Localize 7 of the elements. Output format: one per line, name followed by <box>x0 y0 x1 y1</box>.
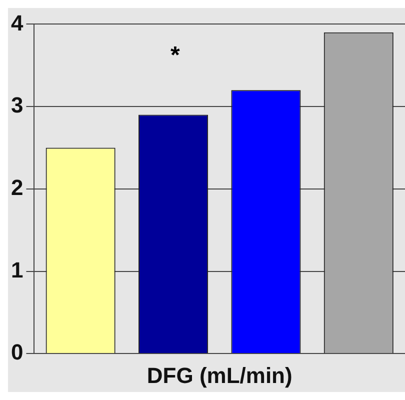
y-tick-label: 2 <box>10 174 24 200</box>
y-tick-label: 1 <box>10 257 24 282</box>
y-tick-label: 0 <box>10 340 24 365</box>
annotation: * <box>170 42 180 69</box>
x-axis-title: DFG (mL/min) <box>146 362 292 388</box>
y-tick-label: 3 <box>10 92 24 118</box>
y-tick-label: 4 <box>10 10 24 36</box>
